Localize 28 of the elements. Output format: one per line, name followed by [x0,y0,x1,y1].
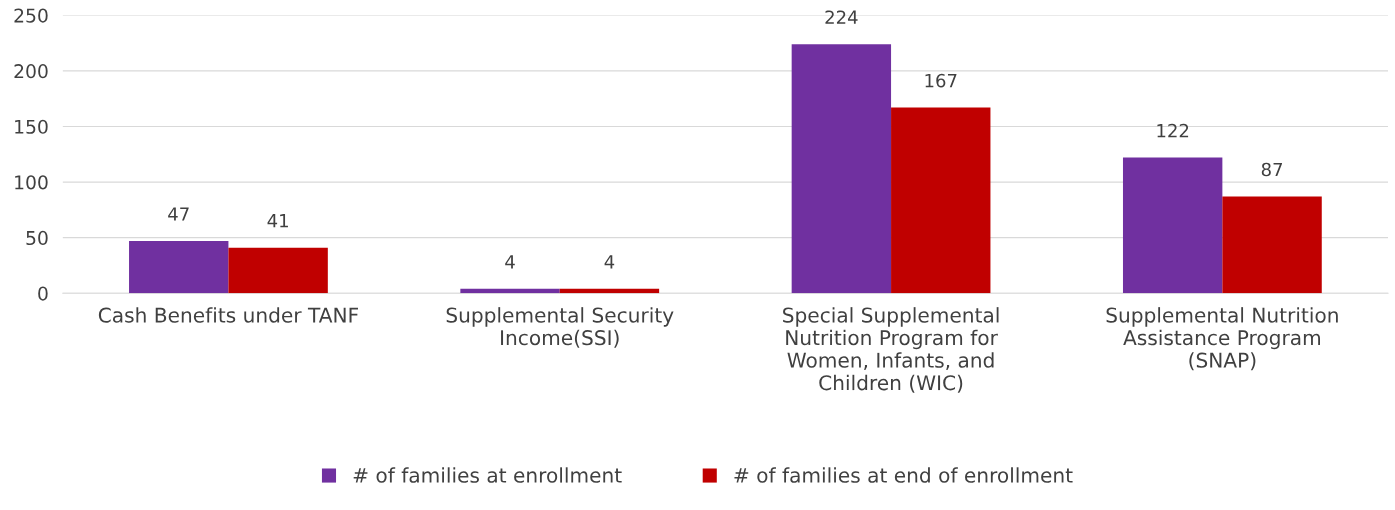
data-label: 47 [168,207,189,221]
data-label: 122 [1157,123,1189,138]
y-tick-label: 0 [38,286,48,301]
legend-label: # of families at end of enrollment [734,467,1073,483]
x-tick-label: Supplemental Nutrition Assistance Program (SNAP) [1106,307,1338,371]
x-tick-label: Cash Benefits under TANF [98,307,358,323]
x-tick-label: Special Supplemental Nutrition Program for Women, Infants, and Children (WIC) [783,307,999,393]
bar [129,241,229,294]
bar [891,107,991,294]
bar [460,288,560,294]
bar [559,288,660,294]
bar [791,44,892,294]
y-tick-label: 200 [14,64,48,79]
legend-label: # of families at enrollment [353,467,622,483]
data-label: 4 [505,255,515,269]
data-label: 41 [267,214,288,228]
data-label: 167 [925,73,957,88]
x-tick-label: Supplemental Security Income(SSI) [446,307,674,348]
data-label: 87 [1261,162,1283,177]
bar [1122,157,1223,294]
y-tick-label: 50 [26,230,48,246]
data-label: 4 [604,255,615,269]
y-tick-label: 100 [15,175,48,190]
bar [1222,196,1322,294]
y-tick-label: 250 [14,8,48,23]
data-label: 224 [825,10,858,24]
bar [228,247,328,294]
y-tick-label: 150 [15,119,48,134]
